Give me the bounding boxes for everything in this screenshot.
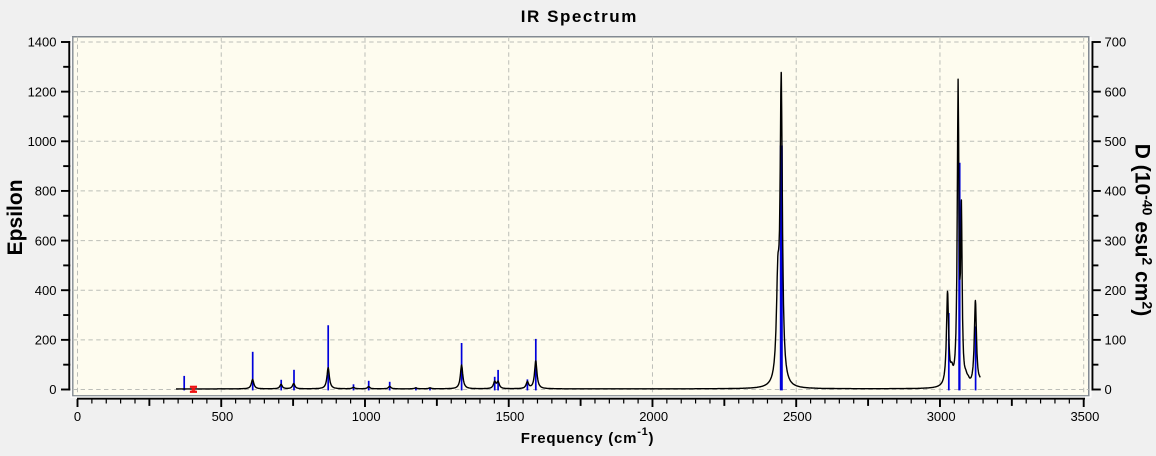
svg-text:600: 600 (35, 233, 57, 248)
svg-text:0: 0 (1105, 382, 1112, 397)
svg-text:700: 700 (1105, 35, 1127, 50)
svg-text:1200: 1200 (28, 84, 57, 99)
svg-text:200: 200 (1105, 283, 1127, 298)
svg-text:500: 500 (212, 409, 234, 424)
svg-text:D (10-40 esu2 cm2): D (10-40 esu2 cm2) (1131, 144, 1156, 316)
svg-text:Frequency (cm-1): Frequency (cm-1) (521, 426, 654, 447)
svg-text:Epsilon: Epsilon (4, 179, 27, 255)
svg-text:2000: 2000 (639, 409, 668, 424)
svg-text:1500: 1500 (495, 409, 524, 424)
svg-text:IR Spectrum: IR Spectrum (521, 7, 638, 26)
svg-text:500: 500 (1105, 134, 1127, 149)
svg-text:0: 0 (74, 409, 81, 424)
svg-text:2500: 2500 (783, 409, 812, 424)
svg-text:100: 100 (1105, 333, 1127, 348)
svg-text:3000: 3000 (927, 409, 956, 424)
svg-text:800: 800 (35, 184, 57, 199)
svg-text:600: 600 (1105, 84, 1127, 99)
svg-text:400: 400 (1105, 184, 1127, 199)
svg-text:200: 200 (35, 333, 57, 348)
svg-text:0: 0 (49, 382, 56, 397)
svg-text:300: 300 (1105, 233, 1127, 248)
svg-text:400: 400 (35, 283, 57, 298)
svg-text:1000: 1000 (28, 134, 57, 149)
svg-text:1400: 1400 (28, 35, 57, 50)
svg-text:1000: 1000 (352, 409, 381, 424)
svg-text:3500: 3500 (1070, 409, 1099, 424)
